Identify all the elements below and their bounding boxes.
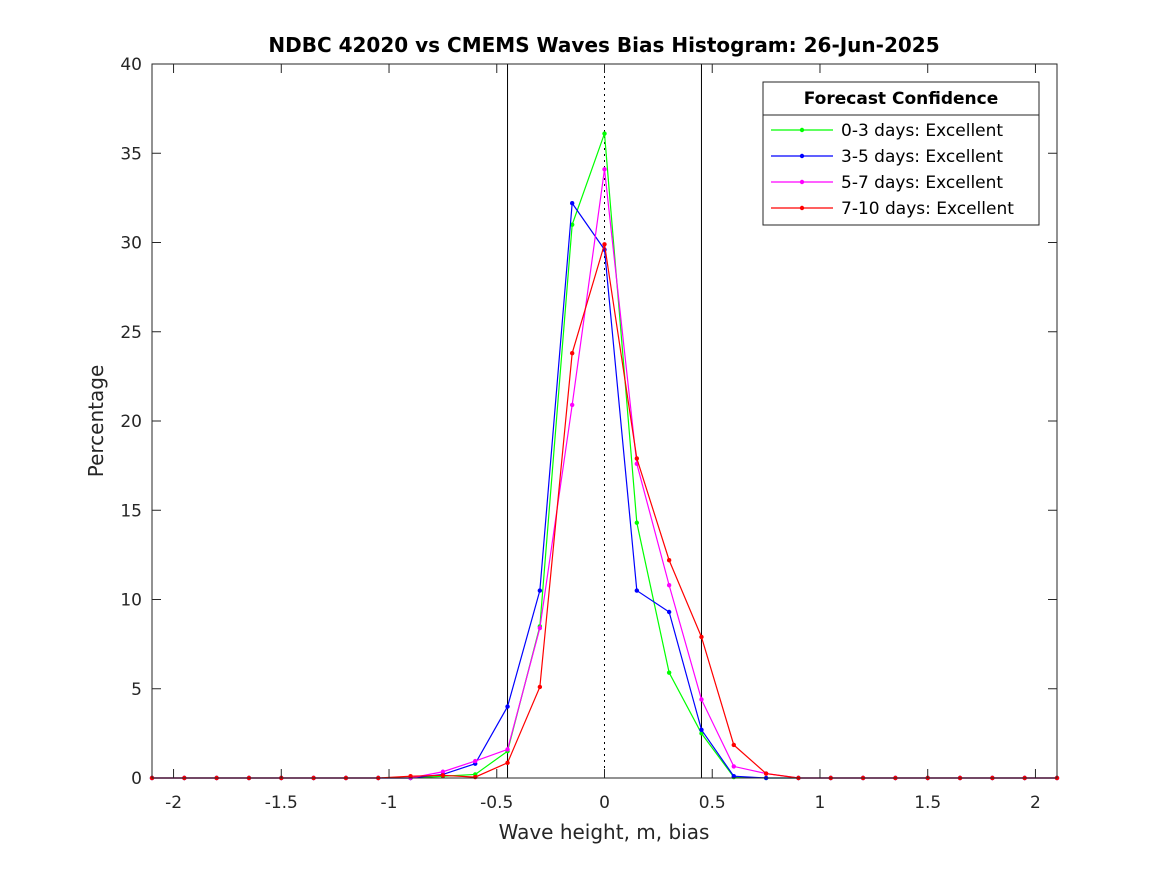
y-tick-label: 10 bbox=[120, 591, 142, 611]
legend-swatch-marker bbox=[799, 127, 805, 133]
y-tick-label: 25 bbox=[120, 323, 142, 343]
legend-swatch-marker bbox=[799, 205, 805, 211]
data-point bbox=[666, 558, 672, 563]
legend-items: 0-3 days: Excellent 3-5 days: Excellent 5-… bbox=[771, 121, 1014, 219]
chart-title: NDBC 42020 vs CMEMS Waves Bias Histogram… bbox=[268, 33, 939, 57]
y-tick-label: 0 bbox=[131, 769, 142, 789]
data-point bbox=[731, 774, 736, 779]
data-point bbox=[440, 773, 446, 778]
data-point bbox=[602, 167, 607, 172]
x-tick-label: 0 bbox=[599, 793, 610, 813]
legend-label: 5-7 days: Excellent bbox=[841, 173, 1003, 193]
data-point bbox=[537, 684, 543, 690]
legend-swatch-marker bbox=[799, 179, 805, 185]
data-point bbox=[505, 747, 510, 752]
data-point bbox=[537, 625, 543, 631]
legend: Forecast Confidence 0-3 days: Excellent 3… bbox=[762, 81, 1040, 226]
y-tick-label: 40 bbox=[120, 55, 142, 75]
data-point bbox=[537, 588, 543, 593]
y-tick-label: 5 bbox=[131, 680, 142, 700]
y-tick-label: 15 bbox=[120, 501, 142, 521]
data-point bbox=[699, 697, 704, 702]
data-point bbox=[763, 771, 769, 776]
x-axis-ticks: -2 -1.5 -1 -0.5 0 0.5 1 1.5 2 bbox=[165, 64, 1041, 813]
x-tick-label: -0.5 bbox=[480, 793, 513, 813]
x-tick-label: -1 bbox=[381, 793, 398, 813]
legend-item: 5-7 days: Excellent bbox=[771, 173, 1003, 193]
x-tick-label: 2 bbox=[1030, 793, 1041, 813]
legend-item: 7-10 days: Excellent bbox=[771, 199, 1014, 219]
data-point bbox=[666, 609, 672, 615]
data-point bbox=[408, 774, 413, 779]
data-point bbox=[634, 456, 640, 461]
data-point bbox=[666, 670, 672, 675]
data-point bbox=[731, 764, 736, 769]
data-point bbox=[602, 131, 607, 136]
x-tick-label: 1 bbox=[815, 793, 826, 813]
data-point bbox=[602, 242, 607, 247]
y-axis-ticks: 0 5 10 15 20 25 30 35 40 bbox=[120, 55, 1057, 789]
legend-label: 3-5 days: Excellent bbox=[841, 147, 1003, 167]
reference-lines bbox=[507, 64, 702, 778]
y-tick-label: 20 bbox=[120, 412, 142, 432]
y-tick-label: 35 bbox=[120, 144, 142, 164]
x-tick-label: -2 bbox=[165, 793, 182, 813]
x-tick-label: 1.5 bbox=[914, 793, 941, 813]
data-point bbox=[731, 742, 736, 748]
x-tick-label: 0.5 bbox=[699, 793, 726, 813]
data-point bbox=[666, 583, 672, 588]
legend-item: 0-3 days: Excellent bbox=[771, 121, 1003, 141]
data-point bbox=[569, 201, 575, 206]
data-point bbox=[473, 774, 478, 780]
data-point bbox=[699, 727, 704, 733]
data-point bbox=[634, 520, 640, 525]
data-point bbox=[569, 350, 575, 356]
data-point bbox=[505, 704, 510, 709]
legend-title: Forecast Confidence bbox=[804, 89, 999, 109]
data-point bbox=[569, 402, 575, 408]
y-tick-label: 30 bbox=[120, 234, 142, 254]
data-point bbox=[440, 769, 446, 774]
legend-label: 0-3 days: Excellent bbox=[841, 121, 1003, 141]
x-axis-label: Wave height, m, bias bbox=[499, 820, 710, 844]
legend-swatch-marker bbox=[799, 153, 805, 159]
x-tick-label: -1.5 bbox=[265, 793, 298, 813]
data-point bbox=[699, 634, 704, 640]
legend-box bbox=[762, 81, 1040, 226]
data-point bbox=[634, 588, 640, 593]
legend-label: 7-10 days: Excellent bbox=[841, 199, 1014, 219]
data-point bbox=[473, 758, 478, 764]
legend-item: 3-5 days: Excellent bbox=[771, 147, 1003, 167]
data-point bbox=[505, 760, 510, 766]
y-axis-label: Percentage bbox=[84, 365, 108, 478]
